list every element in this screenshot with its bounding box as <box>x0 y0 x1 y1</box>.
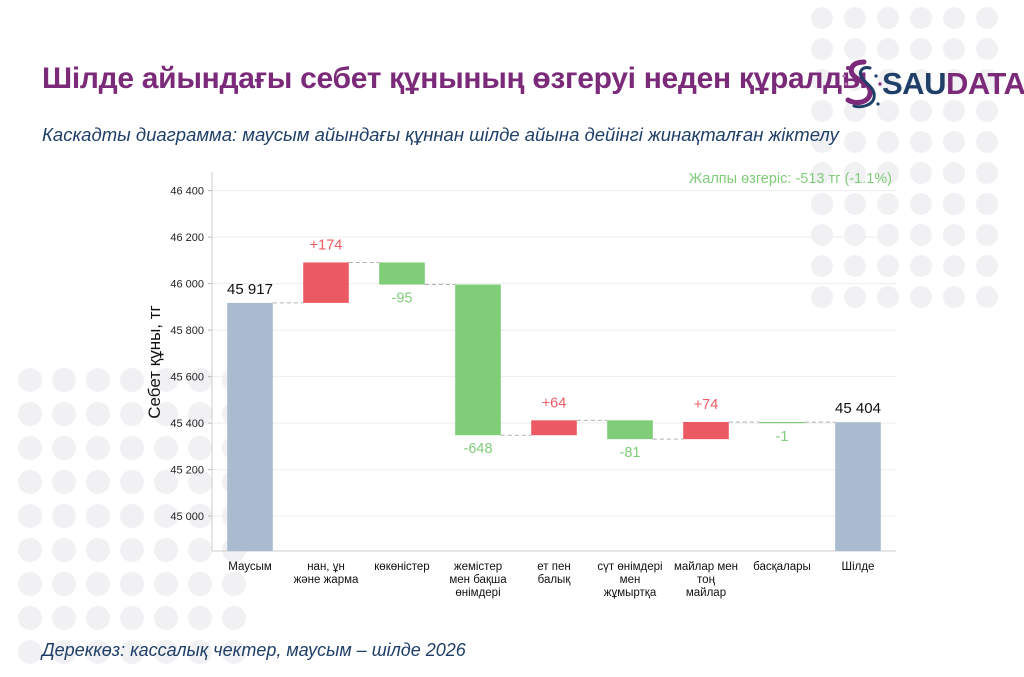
x-category-label: жемістер <box>454 561 502 573</box>
y-tick-label: 45 200 <box>170 465 204 477</box>
x-category-label: тоң <box>697 574 716 586</box>
x-category-label: майлар <box>686 587 726 599</box>
saudata-logo-icon <box>842 59 882 109</box>
x-category-label: Шілде <box>842 561 875 573</box>
waterfall-bar-total <box>227 302 273 551</box>
y-tick-label: 45 800 <box>170 325 204 337</box>
bar-value-label: -81 <box>620 445 641 461</box>
x-category-label: ет пен <box>537 561 570 573</box>
x-category-label: және жарма <box>294 574 359 586</box>
bar-value-label: 45 917 <box>227 281 273 298</box>
source-note: Дереккөз: кассалық чектер, маусым – шілд… <box>42 640 466 660</box>
x-category-label: көкөністер <box>374 561 429 573</box>
x-category-label: мен бақша <box>449 574 507 586</box>
bar-value-label: +64 <box>542 395 567 411</box>
bar-value-label: 45 404 <box>835 400 881 417</box>
y-tick-label: 45 600 <box>170 372 204 384</box>
waterfall-bar-decrease <box>379 262 425 285</box>
bar-value-label: +74 <box>694 397 719 413</box>
waterfall-bar-decrease <box>607 420 653 440</box>
logo-text-part1: SAU <box>882 66 946 101</box>
y-tick-label: 46 400 <box>170 186 204 198</box>
x-category-label: басқалары <box>753 561 811 573</box>
waterfall-bar-decrease <box>759 421 805 424</box>
chart-subtitle: Каскадты диаграмма: маусым айындағы құнн… <box>42 124 839 145</box>
x-category-label: балық <box>538 574 572 586</box>
bar-value-label: +174 <box>310 237 343 253</box>
y-tick-label: 45 400 <box>170 418 204 430</box>
x-category-label: өнімдері <box>455 587 500 599</box>
waterfall-bar-decrease <box>455 284 501 436</box>
x-category-label: майлар мен <box>674 561 738 573</box>
y-tick-label: 46 200 <box>170 232 204 244</box>
logo-text-part2: DATA <box>945 66 1024 101</box>
x-category-label: мен <box>620 574 641 586</box>
x-category-label: сүт өнімдері <box>597 561 662 573</box>
y-tick-label: 46 000 <box>170 279 204 291</box>
bar-value-label: -648 <box>463 441 492 457</box>
waterfall-bar-increase <box>683 421 729 440</box>
x-category-label: нан, ұн <box>307 561 345 573</box>
x-category-label: жұмыртқа <box>604 587 657 599</box>
saudata-logo-text: SAUDATA <box>882 66 1024 102</box>
bar-value-label: -1 <box>776 429 789 445</box>
page-title: Шілде айындағы себет құнының өзгеруі нед… <box>42 62 868 95</box>
y-axis-title: Себет құны, тг <box>145 305 164 418</box>
waterfall-bar-increase <box>531 420 577 436</box>
total-change-annotation: Жалпы өзгеріс: -513 тг (-1.1%) <box>689 171 892 187</box>
x-category-label: Маусым <box>228 561 272 573</box>
waterfall-bar-total <box>835 422 881 551</box>
waterfall-bar-increase <box>303 262 349 303</box>
y-tick-label: 45 000 <box>170 511 204 523</box>
bar-value-label: -95 <box>392 291 413 307</box>
